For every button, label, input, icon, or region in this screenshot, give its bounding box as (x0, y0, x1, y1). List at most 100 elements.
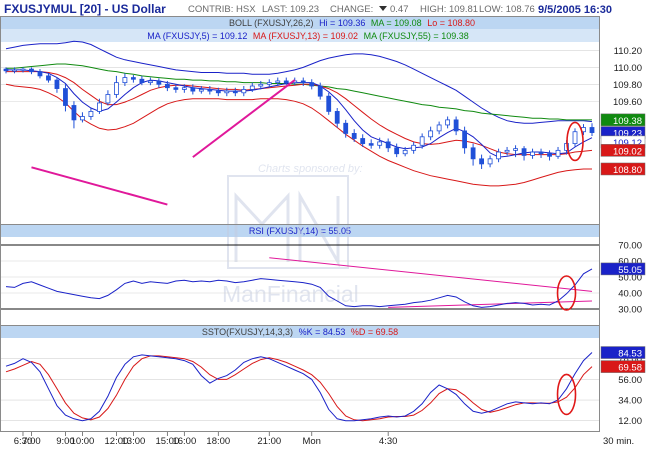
boll-title-strip (0, 16, 600, 29)
ssto-y-tick-1: 56.00 (618, 375, 642, 386)
rsi-y-tick-0: 70.00 (618, 241, 642, 252)
ssto-d-line (5, 355, 593, 422)
ssto-tag-0: 84.53 (618, 349, 642, 360)
boll-prefix: BOLL (FXUSJY,26,2) (229, 18, 314, 28)
candle-body (164, 83, 170, 89)
candle-body (181, 87, 187, 90)
candle-body (470, 147, 476, 160)
sponsor-watermark: Charts sponsored by: ManFinancial (222, 163, 363, 307)
candle-body (589, 127, 595, 133)
sponsor-text: Charts sponsored by: (258, 163, 363, 175)
candle-body (343, 122, 349, 134)
change-down-arrow-icon (379, 6, 387, 11)
x-tick-label-0: 6:30 (14, 436, 33, 447)
candle-body (71, 105, 77, 121)
candle-body (394, 147, 400, 155)
price-tag-last: 109.23 (613, 129, 642, 140)
symbol-title: FXUSJYMUL [20] - US Dollar (4, 2, 166, 16)
candle-body (572, 131, 578, 144)
candle-body (147, 80, 153, 84)
candle-body (241, 89, 247, 94)
boll-title: BOLL (FXUSJY,26,2) Hi = 109.36 MA = 109.… (229, 18, 475, 28)
ma-title: MA (FXUSJY,5) = 109.12 MA (FXUSJY,13) = … (147, 31, 468, 41)
ssto-d: %D = 69.58 (351, 327, 398, 337)
candle-body (300, 80, 306, 84)
candle-body (377, 141, 383, 146)
candle-body (360, 138, 366, 144)
candle-body (411, 144, 417, 151)
candle-body (207, 89, 213, 92)
ssto-y-tick-2: 34.00 (618, 396, 642, 407)
candle-body (385, 141, 391, 149)
candle-body (326, 95, 332, 112)
candle-body (547, 153, 552, 157)
candle-body (88, 111, 94, 117)
candle-body (54, 79, 60, 89)
candle-body (555, 149, 561, 157)
price-tag-ma13: 109.02 (613, 146, 642, 157)
ssto-tag-0-box (600, 346, 646, 359)
change-value: 0.47 (390, 4, 409, 15)
bollinger-upper-line (5, 40, 593, 124)
rsi-line (5, 268, 593, 308)
ma55-line (6, 63, 592, 121)
candle-body (479, 158, 484, 165)
price-trendline-1 (31, 166, 168, 206)
candle-body (309, 82, 315, 87)
title-bar: FXUSJYMUL [20] - US Dollar CONTRIB: HSX … (0, 0, 650, 16)
ssto-tag-1: 69.58 (618, 363, 642, 374)
ssto-k: %K = 84.53 (299, 327, 346, 337)
ssto-title: SSTO(FXUSJY,14,3,3) %K = 84.53 %D = 69.5… (202, 327, 398, 337)
price-tag-boll_lo-box (600, 162, 646, 176)
candle-body (275, 80, 281, 84)
last-price: LAST: 109.23 (262, 4, 319, 15)
price-panel (3, 40, 595, 206)
ma5-line (6, 69, 593, 158)
x-tick-label-2: 12:00 (105, 436, 129, 447)
rsi-highlight-circle (556, 275, 577, 311)
candle-body (266, 82, 272, 85)
ssto-highlight-circle (556, 373, 577, 416)
rsi-trendline-0 (269, 257, 593, 292)
candle-body (258, 83, 264, 87)
candle-body (114, 82, 119, 95)
rsi-y-tick-3: 40.00 (618, 289, 642, 300)
x-tick-label-1: 9:00 (56, 436, 75, 447)
price-tag-ma5: 109.12 (613, 138, 642, 149)
ma13-label: MA (FXUSJY,13) = 109.02 (253, 31, 358, 41)
ma55-label: MA (FXUSJY,55) = 109.38 (364, 31, 469, 41)
ma-title-strip (0, 29, 600, 42)
candle-body (20, 68, 26, 71)
candle-body (462, 130, 468, 149)
high-value: HIGH: 109.81 (420, 4, 478, 15)
boll-hi: Hi = 109.36 (319, 18, 365, 28)
price-tag-ma13-box (600, 144, 646, 157)
candle-body (215, 90, 221, 94)
price-y-tick-2: 109.80 (613, 80, 642, 91)
rsi-tag-0-box (600, 262, 646, 276)
low-value: LOW: 108.76 (479, 4, 535, 15)
candle-body (37, 71, 43, 77)
price-highlight-circle (566, 121, 584, 162)
contrib-label: CONTRIB: HSX (188, 4, 256, 15)
rsi-y-tick-2: 50.00 (618, 273, 642, 284)
ssto-k-line (5, 352, 593, 422)
x-tick-label-8: 7:00 (22, 436, 41, 447)
candle-body (232, 90, 238, 94)
chart-frame (0, 16, 600, 432)
price-tag-boll_lo: 108.80 (613, 165, 642, 176)
price-y-tick-1: 110.00 (614, 63, 642, 74)
price-y-tick-0: 110.20 (614, 46, 642, 57)
x-axis: 6:30 9:00 12:00 15:00 18:00 21:00 Mon 4:30 7:00 1… (14, 432, 397, 447)
bollinger-lower-line (5, 83, 592, 187)
candle-body (496, 151, 501, 160)
y-axis-labels: 110.20110.00109.80109.60109.38109.23109.… (600, 46, 646, 427)
sponsor-brand: ManFinancial (222, 281, 359, 307)
candle-body (530, 151, 535, 156)
candle-body (445, 119, 451, 126)
datetime-label: 9/5/2005 16:30 (538, 4, 612, 16)
candle-body (190, 87, 196, 92)
candle-body (249, 85, 255, 90)
boll-ma: MA = 109.08 (371, 18, 422, 28)
